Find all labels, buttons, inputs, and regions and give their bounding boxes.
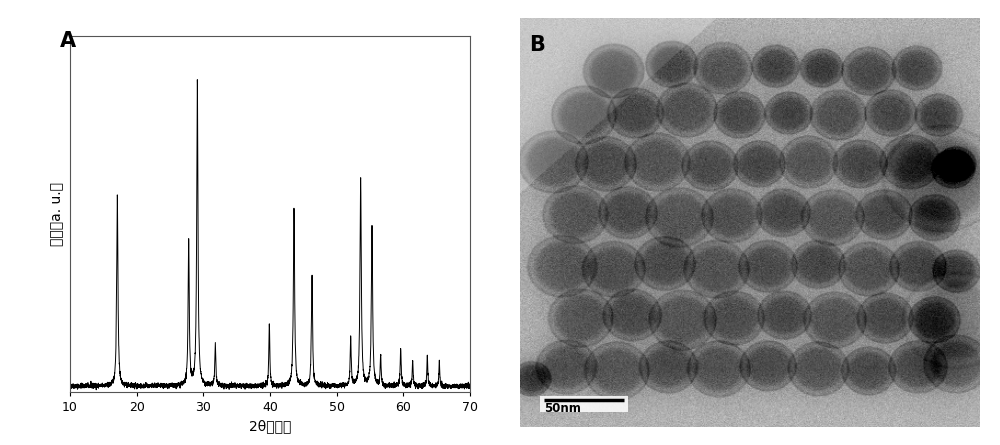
Text: 50nm: 50nm [544, 402, 581, 415]
Text: A: A [60, 31, 76, 51]
Bar [540, 396, 628, 412]
X-axis label: 2θ（度）: 2θ（度） [249, 419, 291, 433]
Y-axis label: 强度（a. u.）: 强度（a. u.） [50, 182, 64, 246]
Text: B: B [529, 35, 545, 55]
